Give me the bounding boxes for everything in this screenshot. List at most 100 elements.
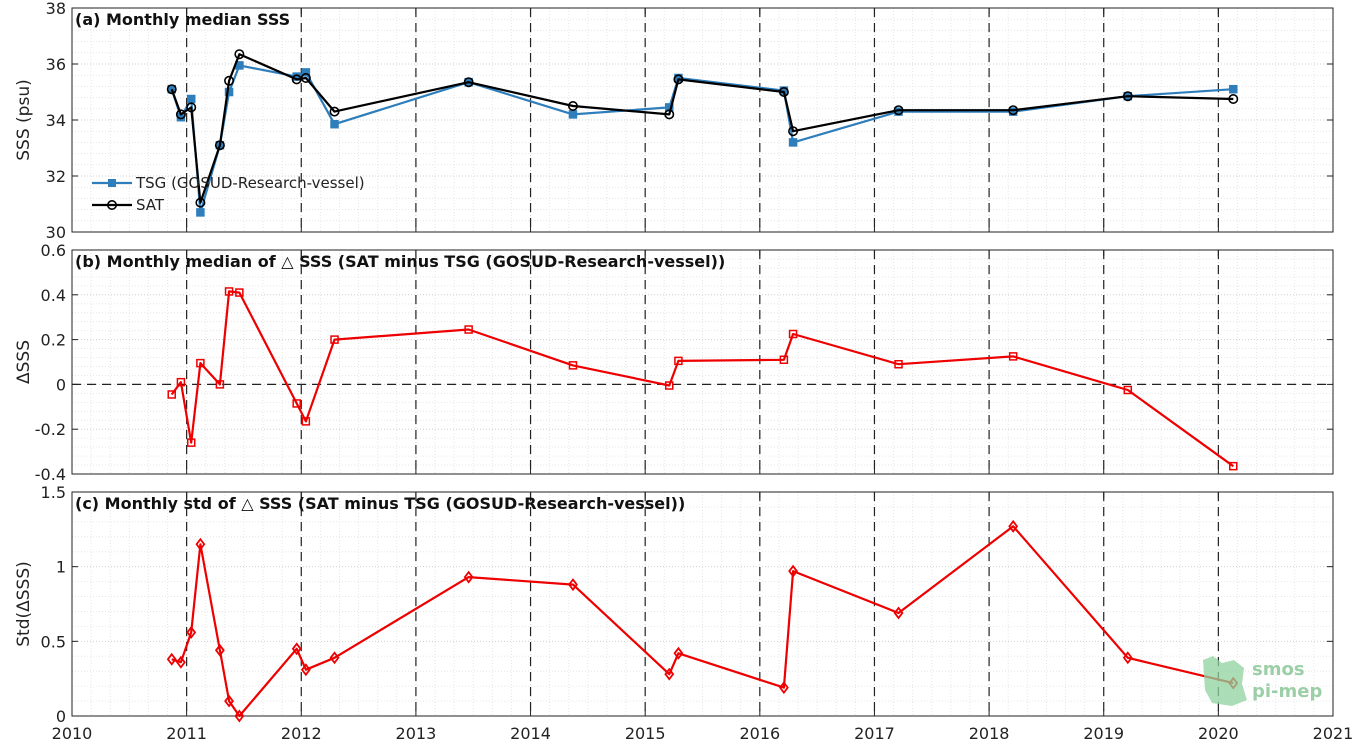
data-point xyxy=(214,140,225,151)
x-tick-label: 2010 xyxy=(52,724,93,743)
data-point xyxy=(1123,385,1133,395)
data-point xyxy=(186,102,197,113)
data-point xyxy=(464,325,473,334)
y-tick-label: 0 xyxy=(56,375,66,394)
data-point xyxy=(176,377,186,387)
data-point xyxy=(224,75,235,86)
x-tick-label: 2021 xyxy=(1313,724,1354,743)
data-point xyxy=(1008,519,1019,533)
y-axis-label: ΔSSS xyxy=(14,340,34,384)
panel-a: 30 32 34 36 38 SSS (psu) (a) Monthly median SS… xyxy=(14,0,1334,242)
x-tick-label: 2011 xyxy=(166,724,207,743)
y-tick-label: 0.5 xyxy=(41,632,66,651)
x-tick-label: 2017 xyxy=(854,724,895,743)
panel-title: (c) Monthly std of △ SSS (SAT minus TSG … xyxy=(75,494,685,513)
data-point xyxy=(779,355,789,365)
data-point xyxy=(788,564,798,578)
data-point xyxy=(234,709,245,723)
axes-box xyxy=(71,491,1334,717)
logo-line2: pi-mep xyxy=(1252,681,1322,702)
legend-label: TSG (GOSUD-Research-vessel) xyxy=(135,174,365,192)
y-tick-label: 34 xyxy=(46,111,66,130)
data-point xyxy=(1008,105,1019,116)
data-point xyxy=(893,105,904,116)
data-point xyxy=(329,651,340,665)
x-tick-label: 2015 xyxy=(625,724,666,743)
data-point xyxy=(234,49,245,60)
data-point xyxy=(300,73,311,84)
series-line-2 xyxy=(170,53,1234,204)
data-point xyxy=(186,625,197,639)
data-point xyxy=(186,438,196,447)
data-point xyxy=(215,380,225,389)
data-point xyxy=(778,87,789,98)
y-tick-label: 1.5 xyxy=(41,483,66,502)
x-tick-label: 2012 xyxy=(281,724,322,743)
data-point xyxy=(463,570,474,584)
panel-title: (a) Monthly median SSS xyxy=(75,10,290,29)
y-tick-label: 30 xyxy=(46,223,66,242)
logo-map-shape xyxy=(1203,656,1247,706)
data-point xyxy=(568,361,578,370)
panel-b: -0.4 -0.2 0 0.2 0.4 0.6 ΔSSS (b) Monthly median… xyxy=(14,241,1334,484)
data-point xyxy=(665,381,674,390)
x-tick-label: 2014 xyxy=(510,724,551,743)
data-point xyxy=(330,119,339,129)
data-point xyxy=(186,94,196,104)
data-point xyxy=(568,110,578,119)
data-point xyxy=(292,399,301,408)
x-tick-label: 2019 xyxy=(1083,724,1124,743)
y-tick-label: 0.6 xyxy=(41,241,66,260)
data-point xyxy=(166,652,177,666)
data-point xyxy=(329,106,340,117)
data-point xyxy=(664,109,675,120)
y-tick-label: 0.2 xyxy=(41,331,66,350)
x-tick-label: 2013 xyxy=(396,724,437,743)
data-point xyxy=(1229,461,1238,471)
series-line-1 xyxy=(171,525,1234,718)
y-tick-label: 38 xyxy=(46,0,66,18)
data-point xyxy=(175,109,186,120)
data-point xyxy=(568,578,578,592)
x-tick-label: 2016 xyxy=(739,724,780,743)
data-point xyxy=(1008,352,1018,361)
panel-title: (b) Monthly median of △ SSS (SAT minus T… xyxy=(75,252,725,271)
y-tick-label: 36 xyxy=(46,55,66,74)
legend-marker xyxy=(108,179,116,187)
y-tick-label: -0.2 xyxy=(35,420,66,439)
data-point xyxy=(166,84,177,95)
data-point xyxy=(195,197,206,208)
data-point xyxy=(893,606,904,620)
data-point xyxy=(214,643,225,657)
y-tick-label: 32 xyxy=(46,167,66,186)
data-point xyxy=(674,356,683,366)
data-point xyxy=(463,77,474,88)
data-point xyxy=(673,74,684,85)
panel-c: 0 0.5 1 1.5 2010 2011 2012 2013 2014 2015 2016 2017… xyxy=(14,483,1353,743)
data-point xyxy=(673,646,684,660)
y-tick-label: 0 xyxy=(56,707,66,726)
data-point xyxy=(330,335,339,344)
data-point xyxy=(788,329,798,339)
data-point xyxy=(894,359,903,369)
data-point xyxy=(195,537,206,551)
data-point xyxy=(300,663,311,677)
data-point xyxy=(1122,91,1133,102)
data-point xyxy=(196,208,205,217)
legend-marker xyxy=(107,200,118,211)
data-point xyxy=(788,126,799,137)
data-point xyxy=(1228,94,1239,105)
data-point xyxy=(235,288,244,297)
y-tick-label: 0.4 xyxy=(41,286,66,305)
data-point xyxy=(1122,651,1133,665)
x-tick-label: 2020 xyxy=(1198,724,1239,743)
data-point xyxy=(291,642,302,656)
logo-line1: smos xyxy=(1252,659,1305,680)
y-tick-label: 1 xyxy=(56,558,66,577)
data-point xyxy=(788,138,798,147)
legend: TSG (GOSUD-Research-vessel) SAT xyxy=(92,174,365,214)
x-tick-label: 2018 xyxy=(969,724,1010,743)
data-point xyxy=(1229,84,1238,94)
y-axis-label: SSS (psu) xyxy=(14,79,34,160)
